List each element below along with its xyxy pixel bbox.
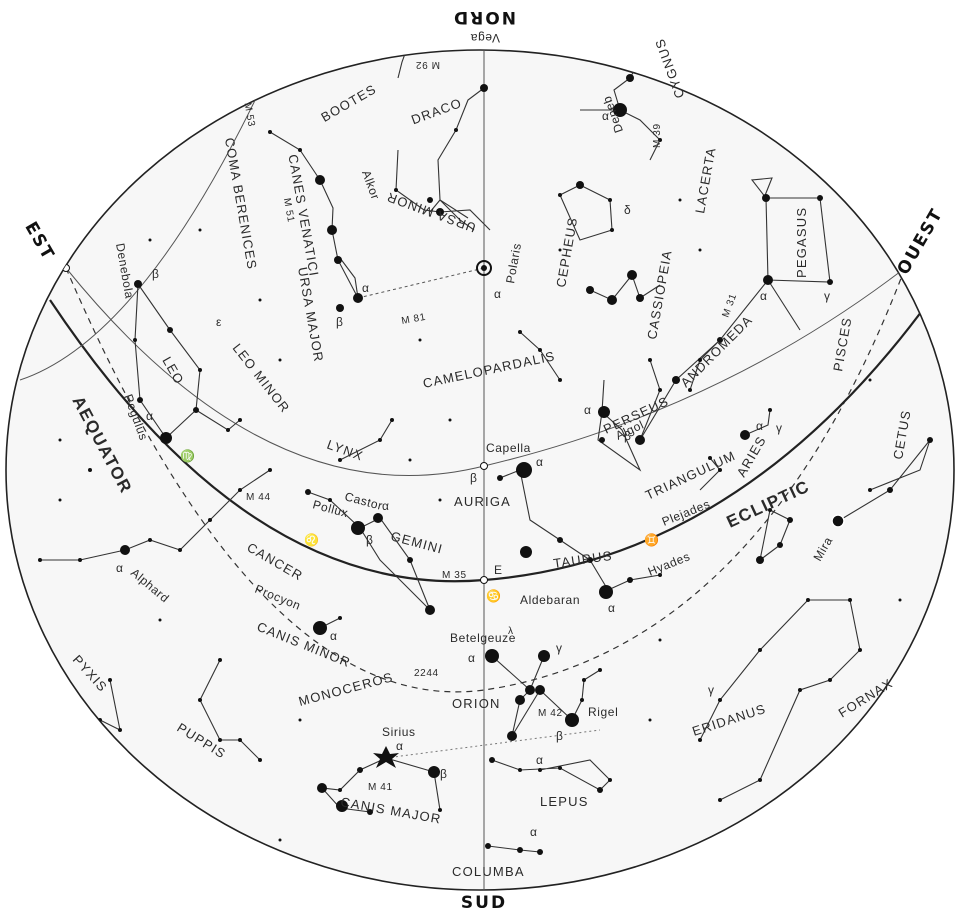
greek-alpha-cmi: α [330, 629, 338, 643]
zodiac-cancer-sign: ♌ [304, 533, 320, 547]
label-auriga: AURIGA [454, 494, 511, 509]
zodiac-gemini-sign: ♊ [644, 533, 660, 547]
greek-alpha-taurus: α [608, 601, 616, 615]
greek-alpha-leo: α [146, 409, 154, 423]
zodiac-leo-sign: ♍ [180, 449, 196, 463]
greek-lambda-ori: λ [508, 626, 514, 637]
label-est: EST [20, 219, 58, 265]
star-castor [373, 513, 383, 523]
greek-alpha-hya: α [116, 561, 124, 575]
star-polaris [476, 260, 492, 276]
label-betelgeuze: Betelgeuze [450, 631, 516, 645]
greek-beta-orion: β [556, 729, 564, 743]
label-m39: M 39 [652, 123, 663, 148]
greek-gamma-peg: γ [824, 289, 831, 303]
label-capella: Capella [486, 441, 531, 455]
label-rigel: Rigel [588, 705, 618, 719]
greek-alpha-sirius: α [396, 739, 404, 753]
capella-point [480, 462, 488, 470]
label-ouest: OUEST [894, 205, 948, 279]
label-m81: M 81 [401, 312, 427, 327]
star-betelgeuze [485, 649, 499, 663]
label-m92: M 92 [415, 59, 440, 70]
label-sirius: Sirius [382, 725, 416, 739]
greek-beta-cma: β [440, 767, 448, 781]
label-nord: NORD [452, 7, 516, 27]
greek-alpha-uma: α [362, 281, 370, 295]
label-m53: M 53 [242, 102, 257, 128]
greek-alpha-per: α [584, 403, 592, 417]
zodiac-taurus-sign: ♋ [486, 589, 502, 603]
greek-gamma-eri: γ [708, 683, 715, 697]
greek-alpha-gem: α [382, 499, 390, 513]
label-columba: COLUMBA [452, 864, 525, 879]
equator-line [65, 267, 906, 693]
star-procyon [313, 621, 327, 635]
stars [38, 74, 933, 855]
greek-beta-uma: β [336, 315, 344, 329]
greek-alpha-lepus: α [536, 753, 544, 767]
star-regulus [160, 432, 172, 444]
greek-alpha-peg: α [760, 289, 768, 303]
label-ngc2244: 2244 [414, 668, 439, 679]
label-pegasus: PEGASUS [794, 207, 809, 278]
sky-disk [5, 49, 955, 891]
star-rigel [565, 713, 579, 727]
label-equinox: E [494, 563, 503, 577]
label-sud: SUD [461, 893, 507, 911]
label-m41: M 41 [368, 782, 393, 793]
star-aldebaran [599, 585, 613, 599]
star-alphard [120, 545, 130, 555]
greek-epsilon-uma: ε [216, 315, 222, 329]
autumn-point [480, 576, 488, 584]
orion-line [385, 729, 601, 759]
label-m35: M 35 [442, 570, 467, 581]
greek-alpha-umi: α [494, 287, 502, 301]
label-m42: M 42 [538, 708, 563, 719]
greek-alpha-orion: α [468, 651, 476, 665]
greek-beta-gem: β [366, 533, 374, 547]
label-vega: Vega [470, 31, 500, 45]
greek-alpha-capella: α [536, 455, 544, 469]
star-mira [831, 514, 845, 528]
greek-alpha-cyg: α [602, 109, 610, 123]
label-lepus: LEPUS [540, 794, 589, 809]
label-polaris: Polaris [503, 242, 524, 285]
greek-delta-cep: δ [624, 203, 631, 217]
label-m51: M 51 [281, 197, 296, 223]
greek-gamma-orion: γ [556, 641, 563, 655]
star-sirius [373, 746, 399, 768]
greek-gamma-ari: γ [776, 421, 783, 435]
label-aldebaran: Aldebaran [520, 593, 580, 607]
label-m44: M 44 [246, 492, 271, 503]
greek-alpha-columba: α [530, 825, 538, 839]
greek-beta-per: β [624, 429, 632, 443]
greek-alpha-ari: α [756, 419, 764, 433]
star-deneb [613, 103, 627, 117]
label-orion: ORION [452, 696, 501, 711]
greek-beta-leo: β [152, 267, 160, 281]
star-capella [516, 462, 532, 478]
greek-beta-auriga: β [470, 471, 478, 485]
star-pollux [351, 521, 365, 535]
star-denebola [134, 280, 142, 288]
